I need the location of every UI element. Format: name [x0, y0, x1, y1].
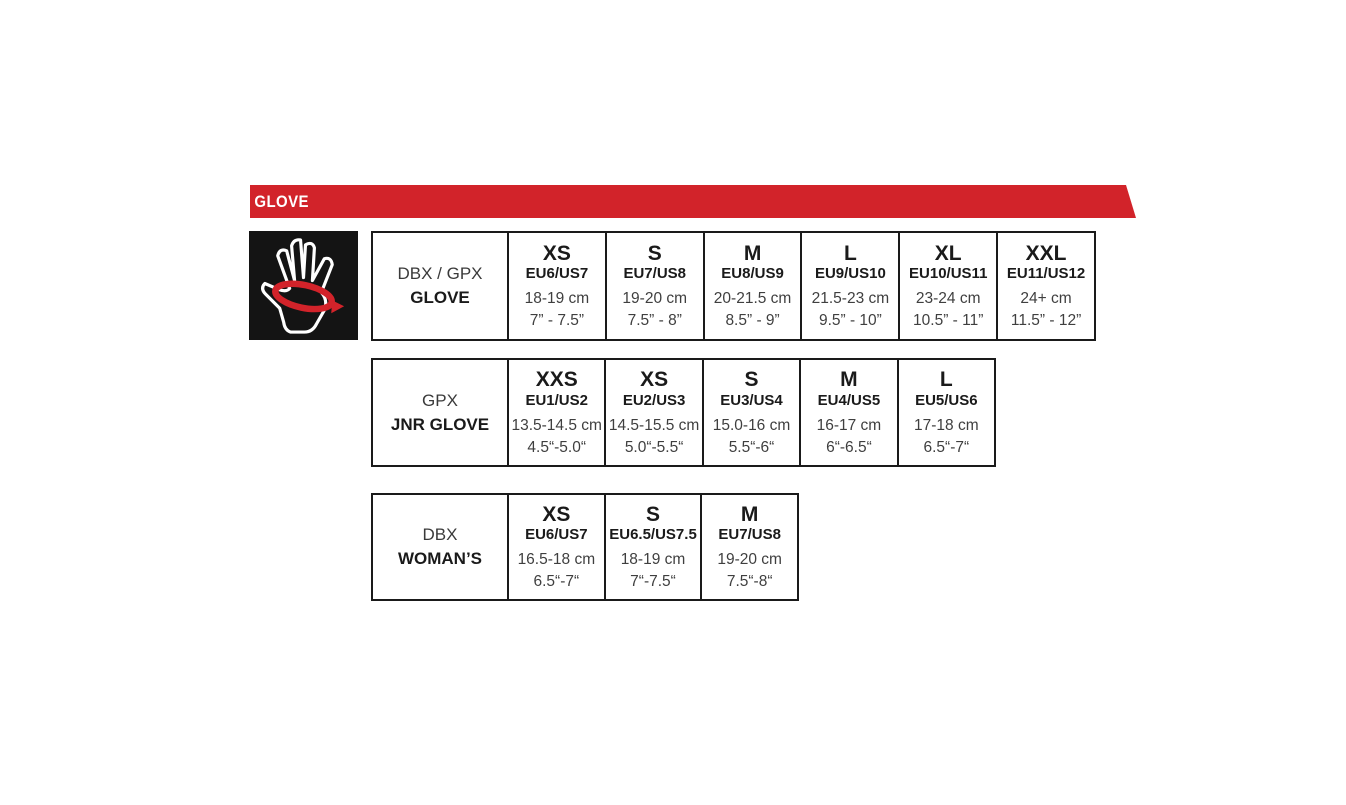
glove-section-banner: GLOVE — [250, 185, 1136, 218]
cm-range: 16.5-18 cm — [517, 551, 596, 569]
size-table-dbx-womans: DBX WOMAN’S XS EU6/US7 16.5-18 cm 6.5“-7… — [371, 493, 799, 601]
cm-range: 19-20 cm — [717, 551, 782, 569]
eu-us-size: EU4/US5 — [817, 391, 881, 409]
size-column-m: M EU8/US9 20-21.5 cm 8.5” - 9” — [702, 233, 801, 339]
inch-range: 7“-7.5“ — [630, 573, 676, 591]
eu-us-size: EU8/US9 — [721, 265, 784, 283]
cm-range: 13.5-14.5 cm — [511, 416, 602, 434]
cm-range: 18-19 cm — [620, 551, 686, 569]
cm-range: 23-24 cm — [915, 290, 981, 308]
eu-us-size: EU3/US4 — [720, 391, 783, 409]
inch-range: 4.5“-5.0“ — [527, 438, 586, 456]
inch-range: 8.5” - 9” — [725, 312, 780, 330]
size-column-xl: XL EU10/US11 23-24 cm 10.5” - 11” — [898, 233, 996, 339]
size-column-xs: XS EU6/US7 16.5-18 cm 6.5“-7“ — [507, 495, 604, 599]
inch-range: 5.0“-5.5“ — [624, 438, 684, 456]
inch-range: 11.5” - 12” — [1010, 312, 1082, 330]
size-letter: XL — [934, 241, 962, 265]
inch-range: 6.5“-7“ — [533, 573, 580, 591]
size-letter: M — [740, 502, 759, 526]
cm-range: 14.5-15.5 cm — [608, 416, 700, 434]
size-column-s: S EU6.5/US7.5 18-19 cm 7“-7.5“ — [603, 495, 701, 599]
cm-range: 15.0-16 cm — [712, 416, 791, 434]
size-letter: XXS — [535, 368, 578, 392]
eu-us-size: EU6/US7 — [525, 526, 588, 544]
size-table-dbx-gpx-glove: DBX / GPX GLOVE XS EU6/US7 18-19 cm 7” -… — [371, 231, 1096, 341]
inch-range: 6.5“-7“ — [923, 438, 970, 456]
size-letter: S — [646, 502, 661, 526]
size-column-m: M EU7/US8 19-20 cm 7.5“-8“ — [700, 495, 797, 599]
size-letter: L — [939, 368, 953, 392]
size-column-m: M EU4/US5 16-17 cm 6“-6.5“ — [799, 360, 896, 465]
size-letter: XXL — [1025, 241, 1067, 265]
size-column-s: S EU7/US8 19-20 cm 7.5” - 8” — [604, 233, 703, 339]
table-label-cell: DBX / GPX GLOVE — [373, 233, 507, 339]
size-table-gpx-jnr-glove: GPX JNR GLOVE XXS EU1/US2 13.5-14.5 cm 4… — [371, 358, 996, 467]
size-letter: M — [840, 368, 858, 392]
size-letter: M — [743, 241, 762, 265]
table-label-line2: WOMAN’S — [397, 549, 483, 568]
table-label-cell: DBX WOMAN’S — [373, 495, 507, 599]
eu-us-size: EU7/US8 — [718, 526, 781, 544]
table-label-line2: GLOVE — [410, 288, 470, 307]
size-letter: XS — [542, 502, 571, 526]
size-column-s: S EU3/US4 15.0-16 cm 5.5“-6“ — [701, 360, 799, 465]
size-column-l: L EU5/US6 17-18 cm 6.5“-7“ — [896, 360, 994, 465]
size-letter: L — [843, 241, 857, 265]
table-label-line1: DBX / GPX — [397, 264, 483, 284]
cm-range: 18-19 cm — [524, 290, 590, 308]
eu-us-size: EU6.5/US7.5 — [609, 526, 697, 544]
size-column-xs: XS EU6/US7 18-19 cm 7” - 7.5” — [507, 233, 605, 339]
cm-range: 20-21.5 cm — [713, 290, 792, 308]
eu-us-size: EU6/US7 — [525, 265, 589, 283]
size-column-xs: XS EU2/US3 14.5-15.5 cm 5.0“-5.5“ — [604, 360, 701, 465]
table-label-line1: GPX — [422, 390, 458, 410]
cm-range: 19-20 cm — [622, 290, 688, 308]
eu-us-size: EU2/US3 — [622, 391, 686, 409]
inch-range: 9.5” - 10” — [818, 312, 882, 330]
hand-size-icon — [249, 231, 358, 340]
cm-range: 17-18 cm — [914, 416, 979, 434]
inch-range: 7” - 7.5” — [529, 312, 585, 330]
size-column-xxs: XXS EU1/US2 13.5-14.5 cm 4.5“-5.0“ — [507, 360, 604, 465]
size-column-l: L EU9/US10 21.5-23 cm 9.5” - 10” — [800, 233, 898, 339]
size-letter: S — [744, 368, 759, 392]
size-letter: S — [647, 241, 662, 265]
eu-us-size: EU1/US2 — [525, 391, 588, 409]
inch-range: 7.5“-8“ — [726, 573, 773, 591]
cm-range: 21.5-23 cm — [811, 290, 890, 308]
inch-range: 6“-6.5“ — [826, 438, 872, 456]
cm-range: 24+ cm — [1020, 290, 1072, 308]
eu-us-size: EU5/US6 — [915, 391, 978, 409]
inch-range: 7.5” - 8” — [627, 312, 682, 330]
eu-us-size: EU7/US8 — [623, 265, 686, 283]
inch-range: 10.5” - 11” — [913, 312, 984, 330]
eu-us-size: EU10/US11 — [909, 265, 988, 283]
table-label-line2: JNR GLOVE — [390, 414, 490, 434]
size-letter: XS — [542, 241, 571, 265]
inch-range: 5.5“-6“ — [728, 438, 775, 456]
size-column-xxl: XXL EU11/US12 24+ cm 11.5” - 12” — [996, 233, 1094, 339]
banner-title: GLOVE — [254, 191, 309, 211]
table-label-line1: DBX — [422, 525, 458, 545]
table-label-cell: GPX JNR GLOVE — [373, 360, 507, 465]
size-letter: XS — [640, 368, 669, 392]
hand-measurement-icon — [249, 231, 358, 340]
eu-us-size: EU9/US10 — [814, 265, 886, 283]
cm-range: 16-17 cm — [816, 416, 882, 434]
eu-us-size: EU11/US12 — [1006, 265, 1086, 283]
